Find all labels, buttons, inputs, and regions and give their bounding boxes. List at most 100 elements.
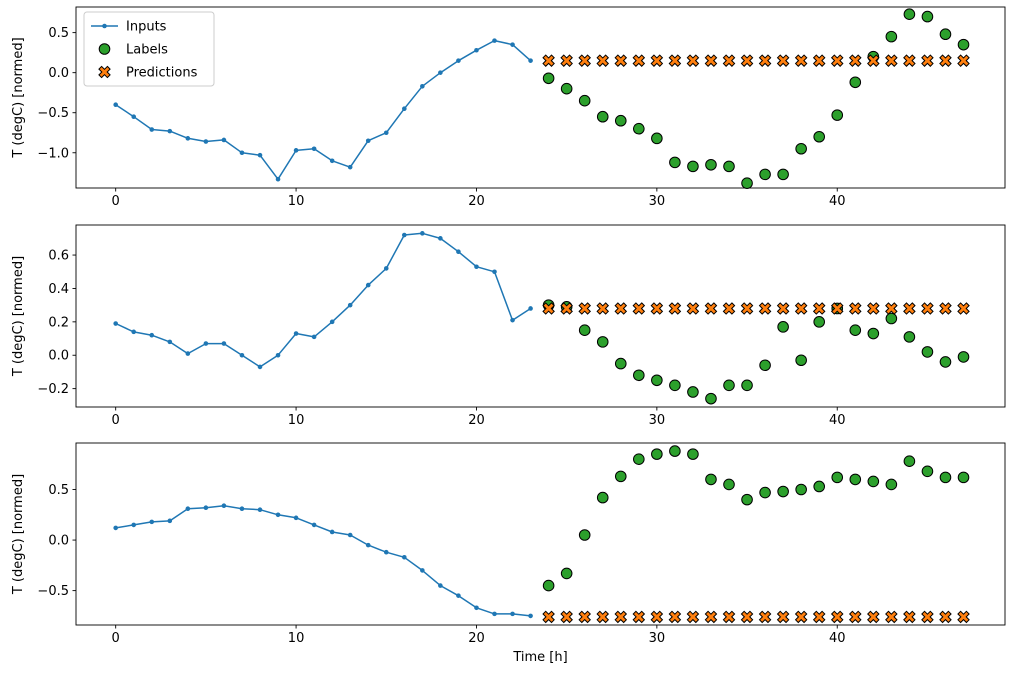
prediction-x-marker (848, 54, 862, 67)
label-circle-marker (723, 379, 735, 392)
y-axis-label: T (degC) [normed] (11, 37, 26, 158)
prediction-x-marker (650, 302, 664, 315)
label-circle-marker (921, 346, 934, 358)
legend-entry-predictions: Predictions (98, 66, 198, 81)
prediction-x-marker (794, 302, 808, 315)
prediction-x-marker (812, 610, 826, 624)
inputs-dot-marker (438, 583, 443, 588)
inputs-dot-marker (528, 306, 533, 311)
inputs-dot-marker (203, 341, 209, 346)
prediction-x-marker (560, 54, 573, 67)
inputs-dot-marker (293, 515, 299, 521)
prediction-x-marker (668, 54, 682, 67)
inputs-dot-marker (492, 611, 497, 617)
label-circle-marker (903, 331, 916, 343)
x-tick-label: 40 (829, 194, 846, 209)
x-tick-label: 20 (468, 413, 485, 428)
inputs-dot-marker (474, 605, 479, 611)
label-circle-marker (759, 486, 771, 499)
label-circle-marker (813, 130, 826, 143)
prediction-x-marker (885, 302, 898, 315)
prediction-x-marker (650, 54, 664, 67)
prediction-x-marker (903, 302, 916, 315)
axes-frame (75, 6, 1006, 189)
inputs-dot-marker (149, 519, 155, 525)
label-circle-marker (687, 386, 699, 398)
inputs-dot-marker (221, 503, 227, 508)
prediction-x-marker (903, 610, 916, 624)
inputs-dot-marker (167, 518, 173, 524)
prediction-x-marker (830, 54, 844, 67)
label-circle-marker (687, 160, 699, 173)
label-circle-marker (596, 336, 609, 348)
label-circle-marker (669, 445, 681, 457)
inputs-dot-marker (474, 47, 479, 53)
x-tick-label: 30 (649, 631, 666, 646)
inputs-dot-marker (311, 522, 317, 528)
y-axis-ticks: −0.5 0.0 0.5 (37, 483, 76, 599)
inputs-dot-marker (275, 352, 281, 358)
inputs-dot-marker (221, 341, 227, 346)
labels-series (542, 445, 970, 592)
label-circle-marker (903, 455, 916, 468)
inputs-dot-marker (329, 319, 335, 325)
prediction-x-marker (542, 54, 555, 67)
inputs-dot-marker (365, 542, 371, 548)
inputs-dot-marker (167, 128, 173, 134)
prediction-x-marker (560, 302, 573, 315)
x-tick-label: 10 (288, 194, 305, 209)
prediction-x-marker (812, 54, 826, 67)
label-circle-marker (705, 158, 717, 171)
prediction-x-marker (578, 302, 591, 315)
label-circle-marker (777, 168, 789, 181)
inputs-dot-marker (402, 106, 407, 112)
x-tick-label: 0 (112, 413, 120, 428)
x-tick-label: 0 (112, 631, 120, 646)
legend: Inputs Labels Predictions (83, 11, 215, 87)
x-axis-ticks: 0 10 20 30 40 (112, 625, 846, 646)
label-circle-marker (614, 114, 627, 127)
label-circle-marker (578, 529, 591, 541)
inputs-dot-marker (383, 549, 389, 555)
prediction-x-marker (740, 610, 754, 624)
inputs-dot-marker (492, 38, 497, 43)
x-tick-label: 10 (288, 413, 305, 428)
inputs-dot-marker (365, 282, 371, 288)
y-tick-label: 0.2 (48, 315, 69, 330)
inputs-dot-marker (149, 127, 155, 132)
y-axis-label: T (degC) [normed] (11, 474, 26, 595)
label-circle-marker (795, 483, 807, 496)
inputs-dot-marker (275, 176, 281, 182)
label-circle-marker (849, 324, 862, 336)
inputs-dot-marker (492, 269, 497, 275)
prediction-x-marker (812, 302, 826, 315)
label-circle-marker (777, 485, 789, 498)
prediction-x-marker (758, 302, 772, 315)
inputs-dot-marker (239, 506, 245, 512)
label-circle-marker (939, 356, 952, 368)
y-tick-label: −1.0 (37, 146, 69, 161)
inputs-dot-marker (528, 613, 533, 619)
inputs-dot-marker (293, 148, 299, 153)
prediction-x-marker (776, 54, 790, 67)
label-circle-marker (795, 142, 807, 155)
prediction-x-marker (776, 610, 790, 624)
prediction-x-marker (578, 54, 591, 67)
prediction-x-marker (740, 302, 754, 315)
label-circle-marker (633, 453, 645, 465)
label-circle-marker (741, 493, 753, 506)
prediction-x-marker (830, 610, 844, 624)
subplot-1: 0 10 20 30 40 −1.0 −0.5 0.0 0.5 T (degC) [normed]… (11, 6, 1006, 209)
label-circle-marker (903, 8, 916, 21)
label-circle-marker (741, 379, 753, 392)
label-circle-marker (651, 448, 663, 460)
inputs-dot-marker (456, 58, 461, 63)
y-tick-label: 0.0 (48, 534, 69, 549)
inputs-dot-marker (221, 137, 227, 143)
label-circle-marker (651, 374, 663, 387)
label-circle-marker (957, 471, 970, 484)
predictions-series (542, 54, 970, 67)
prediction-x-marker (596, 54, 610, 67)
prediction-x-marker (632, 610, 646, 624)
